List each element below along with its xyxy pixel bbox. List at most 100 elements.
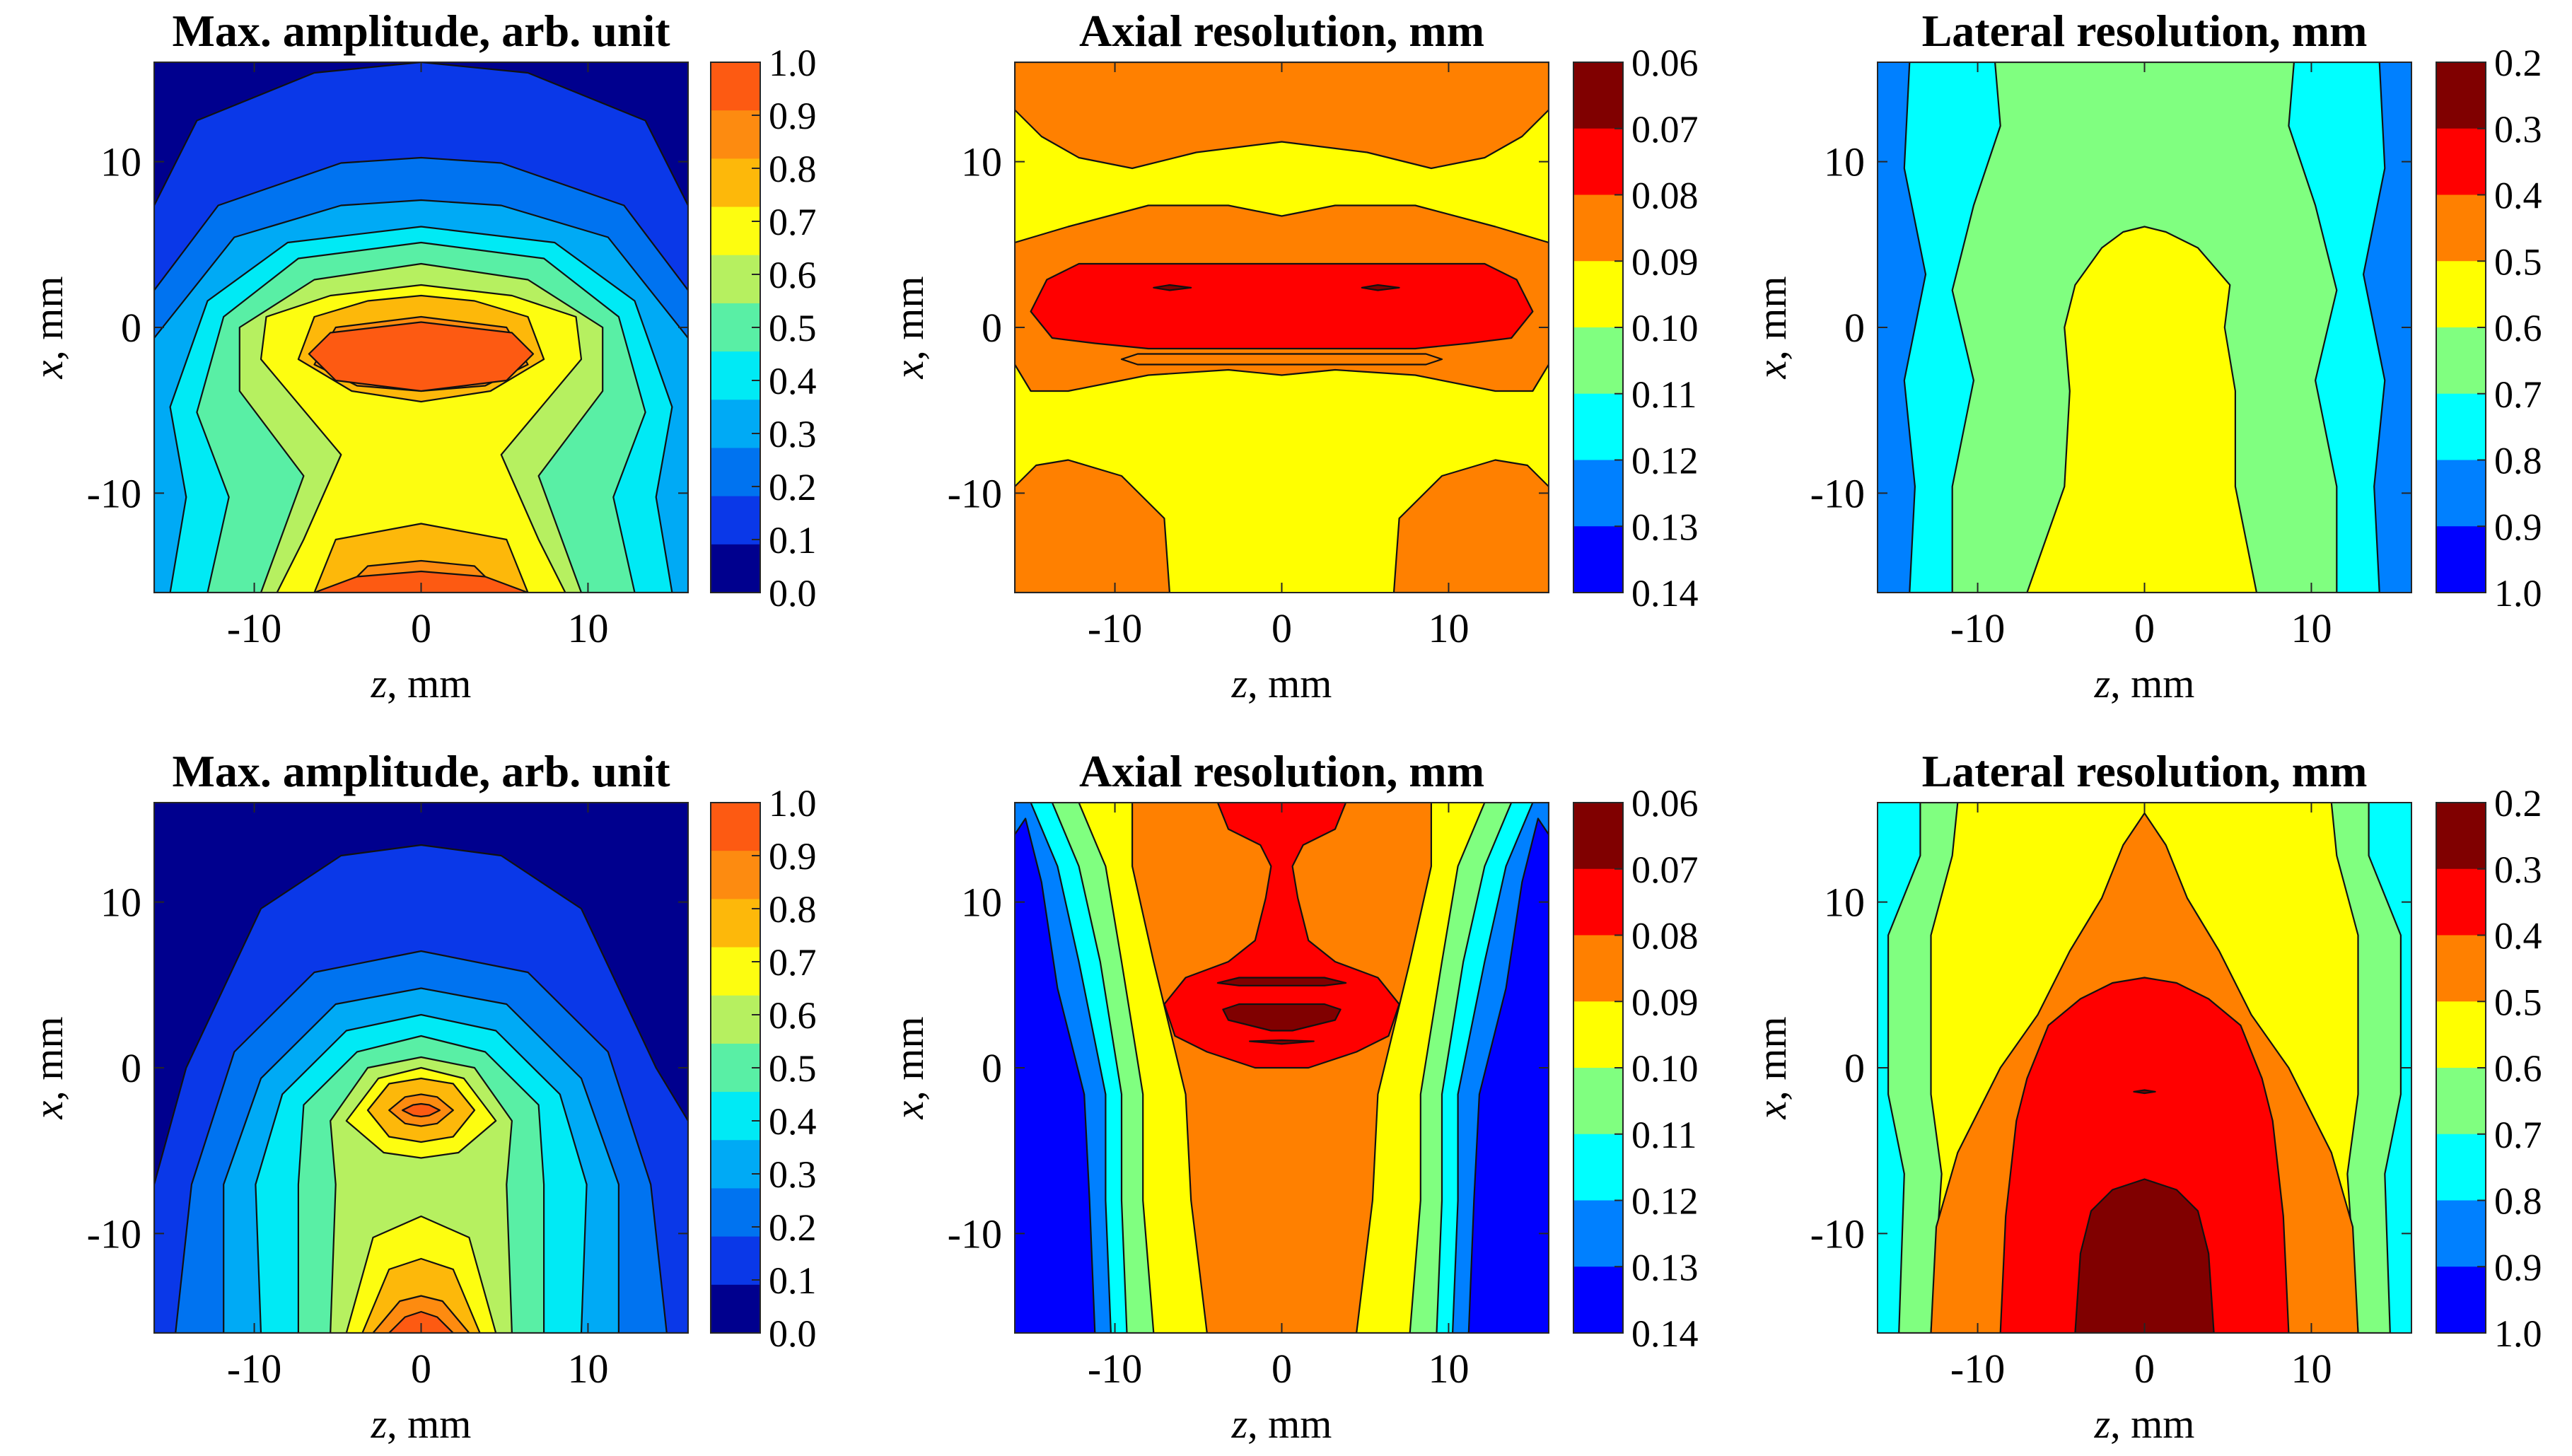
- colorbar-label: 0.9: [2494, 1246, 2542, 1288]
- contour-region: [2133, 1089, 2156, 1095]
- contour-fill: [1878, 62, 2411, 593]
- colorbar-swatch: [2436, 261, 2486, 328]
- colorbar-label: 0.14: [1631, 572, 1699, 615]
- y-axis-label: x, mm: [1749, 276, 1795, 380]
- colorbar-label: 0.7: [769, 201, 817, 243]
- chart-title: Lateral resolution, mm: [1922, 746, 2368, 796]
- contour-region: [1015, 459, 1170, 593]
- colorbar-label: 0.13: [1631, 1246, 1699, 1288]
- x-tick-label: -10: [1088, 605, 1142, 651]
- colorbar-swatch: [2436, 460, 2486, 527]
- colorbar-label: 0.2: [769, 1206, 817, 1249]
- colorbar-label: 1.0: [2494, 1312, 2542, 1355]
- colorbar-swatch: [1573, 526, 1623, 593]
- colorbar-swatch: [2436, 393, 2486, 461]
- colorbar-label: 1.0: [769, 782, 817, 825]
- colorbar-label: 0.4: [2494, 175, 2542, 217]
- colorbar-label: 0.06: [1631, 42, 1699, 84]
- x-tick-label: 0: [2134, 605, 2155, 651]
- chart-panel-lateral-bottom: Lateral resolution, mm -10 0 10 10 0 -10 z, mm x…: [1749, 746, 2542, 1447]
- x-tick-label: -10: [1950, 605, 2005, 651]
- colorbar-label: 0.09: [1631, 240, 1699, 283]
- colorbar-label: 0.8: [769, 148, 817, 190]
- colorbar-swatch: [1573, 1001, 1623, 1068]
- colorbar-label: 0.14: [1631, 1312, 1699, 1355]
- contour-region: [1216, 977, 1347, 986]
- colorbar-label: 0.9: [2494, 506, 2542, 548]
- x-tick-label: 10: [2291, 1346, 2332, 1392]
- colorbar-label: 0.1: [769, 519, 817, 561]
- y-axis-label: x, mm: [1749, 1017, 1795, 1120]
- colorbar-label: 0.3: [769, 413, 817, 455]
- contour-region: [313, 570, 529, 593]
- colorbar-label: 0.12: [1631, 440, 1699, 482]
- colorbar-swatch: [1573, 327, 1623, 395]
- colorbar-swatch: [1573, 1068, 1623, 1135]
- colorbar-swatch: [1573, 1134, 1623, 1201]
- colorbar-label: 0.06: [1631, 782, 1699, 825]
- y-tick-label: 0: [121, 1045, 141, 1091]
- x-tick-label: 10: [567, 1346, 608, 1392]
- y-tick-label: -10: [1810, 470, 1865, 516]
- colorbar-label: 0.4: [769, 360, 817, 402]
- colorbar-label: 0.08: [1631, 175, 1699, 217]
- colorbar-label: 0.1: [769, 1259, 817, 1302]
- colorbar-swatch: [1573, 128, 1623, 196]
- x-tick-label: 0: [1272, 605, 1292, 651]
- colorbar-label: 0.4: [769, 1100, 817, 1143]
- colorbar-swatch: [711, 803, 760, 851]
- y-axis-label: x, mm: [886, 1017, 932, 1120]
- colorbar-swatch: [711, 899, 760, 948]
- colorbar-swatch: [711, 206, 760, 256]
- contour-region: [1392, 459, 1549, 593]
- colorbar-label: 0.8: [2494, 1180, 2542, 1223]
- colorbar-swatch: [711, 158, 760, 208]
- y-tick-label: 0: [1844, 1045, 1865, 1091]
- colorbar-label: 1.0: [769, 42, 817, 84]
- colorbar-swatch: [2436, 1068, 2486, 1135]
- contour-fill: [1878, 803, 2411, 1333]
- colorbar-swatch: [711, 255, 760, 304]
- chart-panel-axial-top: Axial resolution, mm -10 0 10 10 0 -10 z, mm x, …: [886, 6, 1699, 706]
- colorbar-label: 1.0: [2494, 572, 2542, 615]
- y-tick-label: 10: [100, 139, 141, 185]
- colorbar-swatch: [1573, 194, 1623, 262]
- x-tick-label: 10: [2291, 605, 2332, 651]
- colorbar: 1.0 0.9 0.8 0.7 0.6 0.5 0.4 0.3 0.2 0.1 0.0: [710, 782, 817, 1355]
- colorbar-label: 0.8: [2494, 440, 2542, 482]
- x-tick-label: 0: [411, 1346, 431, 1392]
- y-tick-label: -10: [87, 1211, 141, 1257]
- colorbar-swatch: [711, 496, 760, 545]
- contour-region: [1120, 353, 1443, 366]
- contour-region: [1249, 1039, 1315, 1045]
- colorbar-swatch: [2436, 1134, 2486, 1201]
- x-tick-label: 10: [1428, 1346, 1469, 1392]
- colorbar-swatch: [711, 62, 760, 111]
- colorbar-label: 0.5: [2494, 981, 2542, 1023]
- x-tick-label: 0: [2134, 1346, 2155, 1392]
- contour-region: [1999, 977, 2290, 1333]
- chart-title: Max. amplitude, arb. unit: [172, 6, 670, 56]
- y-tick-label: -10: [948, 1211, 1002, 1257]
- x-tick-label: 10: [1428, 605, 1469, 651]
- colorbar-label: 0.5: [769, 1047, 817, 1090]
- colorbar-label: 0.7: [2494, 373, 2542, 416]
- colorbar-label: 0.7: [769, 941, 817, 984]
- colorbar-swatch: [2436, 803, 2486, 870]
- contour-region: [1361, 284, 1400, 291]
- colorbar-swatch: [2436, 1200, 2486, 1267]
- colorbar-swatch: [2436, 327, 2486, 395]
- colorbar-swatch: [1573, 868, 1623, 936]
- y-tick-label: 10: [961, 880, 1002, 926]
- colorbar: 0.2 0.3 0.4 0.5 0.6 0.7 0.8 0.9 1.0: [2436, 782, 2542, 1355]
- colorbar-label: 0.09: [1631, 981, 1699, 1023]
- colorbar-swatch: [711, 995, 760, 1044]
- contour-fill: [1015, 803, 1549, 1333]
- colorbar-swatch: [2436, 526, 2486, 593]
- x-tick-label: -10: [1088, 1346, 1142, 1392]
- x-axis-label: z, mm: [1231, 660, 1332, 706]
- contour-region: [388, 1310, 454, 1333]
- colorbar: 0.2 0.3 0.4 0.5 0.6 0.7 0.8 0.9 1.0: [2436, 42, 2542, 615]
- x-axis-label: z, mm: [1231, 1401, 1332, 1447]
- colorbar-swatch: [711, 947, 760, 996]
